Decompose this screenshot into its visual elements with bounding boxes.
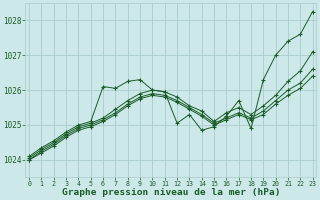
X-axis label: Graphe pression niveau de la mer (hPa): Graphe pression niveau de la mer (hPa) <box>62 188 280 197</box>
